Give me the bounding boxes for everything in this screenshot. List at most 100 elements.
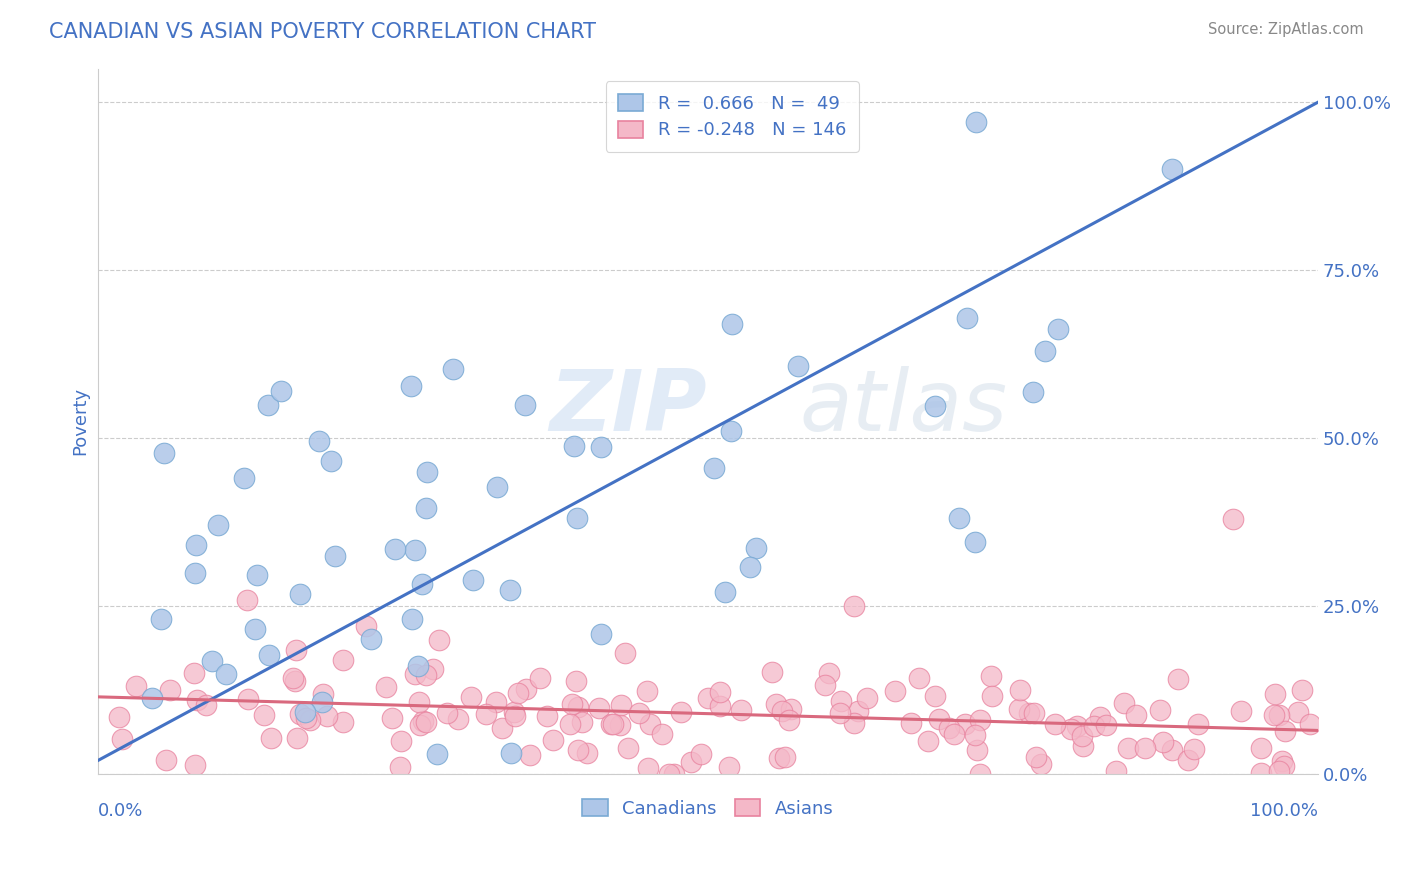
Point bbox=[541, 733, 564, 747]
Point bbox=[1286, 705, 1309, 719]
Point bbox=[502, 705, 524, 719]
Point bbox=[1182, 742, 1205, 756]
Point bbox=[617, 741, 640, 756]
Point bbox=[1149, 703, 1171, 717]
Point bbox=[270, 384, 292, 398]
Point bbox=[125, 679, 148, 693]
Point bbox=[513, 398, 536, 412]
Point bbox=[589, 440, 612, 454]
Point bbox=[1267, 707, 1289, 722]
Point bbox=[415, 667, 437, 681]
Point bbox=[1112, 696, 1135, 710]
Point bbox=[529, 671, 551, 685]
Point bbox=[308, 434, 330, 448]
Point bbox=[567, 699, 589, 714]
Point bbox=[1229, 704, 1251, 718]
Point bbox=[979, 669, 1001, 683]
Text: Source: ZipAtlas.com: Source: ZipAtlas.com bbox=[1208, 22, 1364, 37]
Point bbox=[980, 690, 1002, 704]
Point bbox=[409, 717, 432, 731]
Point bbox=[235, 593, 257, 607]
Point bbox=[184, 566, 207, 580]
Point bbox=[441, 362, 464, 376]
Point bbox=[697, 691, 720, 706]
Point bbox=[907, 671, 929, 685]
Point bbox=[298, 713, 321, 727]
Point bbox=[281, 671, 304, 685]
Point bbox=[1299, 716, 1322, 731]
Point bbox=[1094, 718, 1116, 732]
Text: CANADIAN VS ASIAN POVERTY CORRELATION CHART: CANADIAN VS ASIAN POVERTY CORRELATION CH… bbox=[49, 22, 596, 42]
Point bbox=[332, 652, 354, 666]
Point bbox=[900, 716, 922, 731]
Point bbox=[288, 706, 311, 721]
Point bbox=[637, 761, 659, 775]
Point bbox=[681, 756, 703, 770]
Point bbox=[1274, 724, 1296, 739]
Point bbox=[311, 695, 333, 709]
Point bbox=[408, 659, 430, 673]
Point bbox=[1187, 717, 1209, 731]
Point bbox=[360, 632, 382, 647]
Point bbox=[405, 543, 427, 558]
Point bbox=[948, 511, 970, 525]
Point bbox=[768, 750, 790, 764]
Point bbox=[285, 642, 308, 657]
Point bbox=[1133, 740, 1156, 755]
Text: 100.0%: 100.0% bbox=[1250, 802, 1319, 821]
Point bbox=[195, 698, 218, 713]
Point bbox=[374, 680, 396, 694]
Point bbox=[770, 704, 793, 718]
Point bbox=[609, 718, 631, 732]
Point bbox=[965, 115, 987, 129]
Point bbox=[1222, 512, 1244, 526]
Point bbox=[312, 687, 335, 701]
Point bbox=[842, 716, 865, 731]
Point bbox=[1272, 758, 1295, 772]
Point bbox=[558, 717, 581, 731]
Point bbox=[186, 538, 208, 552]
Point bbox=[257, 648, 280, 662]
Point bbox=[1250, 765, 1272, 780]
Point bbox=[1152, 734, 1174, 748]
Point bbox=[745, 541, 768, 555]
Point bbox=[720, 425, 742, 439]
Point bbox=[602, 717, 624, 731]
Point bbox=[416, 465, 439, 479]
Point bbox=[183, 758, 205, 772]
Point bbox=[787, 359, 810, 374]
Point bbox=[591, 627, 613, 641]
Point bbox=[1090, 710, 1112, 724]
Point bbox=[422, 663, 444, 677]
Point bbox=[1263, 708, 1285, 723]
Point bbox=[1083, 719, 1105, 733]
Point bbox=[159, 682, 181, 697]
Point bbox=[215, 667, 238, 681]
Point bbox=[814, 678, 837, 692]
Point bbox=[436, 706, 458, 720]
Point bbox=[499, 582, 522, 597]
Point bbox=[257, 398, 280, 412]
Point bbox=[953, 717, 976, 731]
Point bbox=[765, 698, 787, 712]
Point bbox=[1177, 753, 1199, 767]
Point bbox=[669, 705, 692, 719]
Point bbox=[207, 518, 229, 533]
Point bbox=[773, 750, 796, 764]
Point bbox=[236, 692, 259, 706]
Point bbox=[778, 713, 800, 727]
Text: ZIP: ZIP bbox=[550, 366, 707, 449]
Point bbox=[567, 743, 589, 757]
Point bbox=[411, 577, 433, 591]
Point bbox=[761, 665, 783, 679]
Point bbox=[519, 748, 541, 763]
Point bbox=[233, 471, 256, 485]
Point bbox=[332, 714, 354, 729]
Point bbox=[818, 666, 841, 681]
Text: atlas: atlas bbox=[800, 366, 1007, 449]
Point bbox=[150, 611, 173, 625]
Point bbox=[740, 559, 762, 574]
Point bbox=[571, 714, 593, 729]
Point bbox=[183, 666, 205, 681]
Point bbox=[141, 691, 163, 706]
